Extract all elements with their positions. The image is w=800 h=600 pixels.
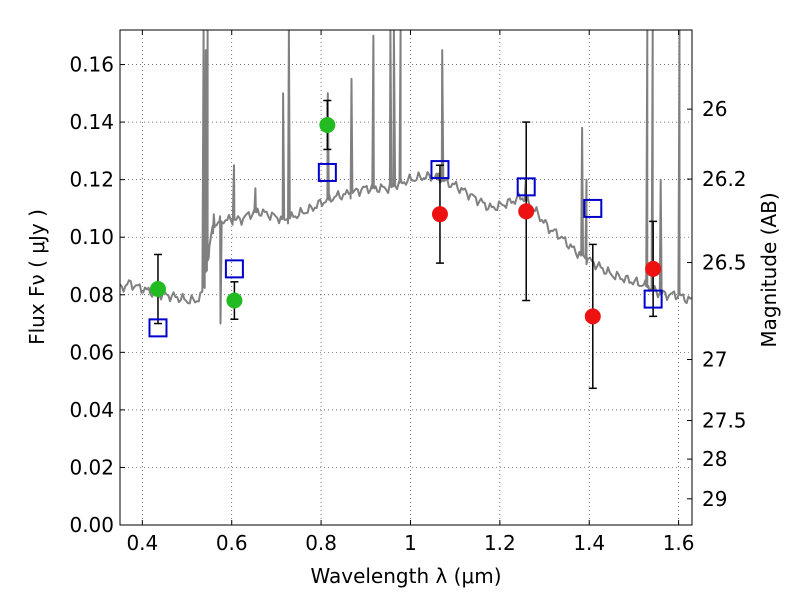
y-axis-label: Flux Fν ( μJy ) xyxy=(25,209,49,345)
x-tick-label: 1.4 xyxy=(573,531,605,555)
y-axis-ticks: 0.00 0.02 0.04 0.06 0.08 0.10 0.12 0.14 0.16 xyxy=(69,53,125,537)
plot-frame xyxy=(119,29,693,526)
model-square-point xyxy=(430,160,450,180)
y-tick-label: 0.00 xyxy=(69,513,114,537)
y-tick-label: 0.06 xyxy=(69,340,114,364)
data-markers xyxy=(148,99,663,390)
spectrum-layer xyxy=(120,30,692,325)
x-tick-label: 1 xyxy=(404,531,417,555)
right-axis-label: Magnitude (AB) xyxy=(757,192,781,347)
model-square-point xyxy=(583,198,603,218)
y-tick-label: 0.02 xyxy=(69,455,114,479)
spectrum-line xyxy=(120,30,692,325)
model-square-point xyxy=(516,177,536,197)
y-tick-label: 0.12 xyxy=(69,168,114,192)
x-tick-label: 0.4 xyxy=(126,531,158,555)
red-data-point xyxy=(584,308,601,325)
y-tick-label: 0.04 xyxy=(69,398,114,422)
red-data-point xyxy=(645,260,662,277)
right-tick-label: 26.2 xyxy=(702,167,747,191)
x-tick-label: 1.2 xyxy=(484,531,516,555)
model-square-point xyxy=(317,162,337,182)
x-tick-label: 0.6 xyxy=(216,531,248,555)
right-axis-ticks: 26 26.2 26.5 27 27.5 28 29 xyxy=(687,97,747,511)
green-data-point xyxy=(149,281,166,298)
right-tick-label: 27.5 xyxy=(702,409,747,433)
model-square-point xyxy=(148,318,168,338)
x-tick-label: 1.6 xyxy=(663,531,695,555)
green-data-point xyxy=(319,116,336,133)
plot-area xyxy=(120,30,692,525)
right-tick-label: 28 xyxy=(702,447,727,471)
green-data-point xyxy=(226,292,243,309)
y-tick-label: 0.08 xyxy=(69,283,114,307)
y-tick-label: 0.16 xyxy=(69,53,114,77)
y-tick-label: 0.14 xyxy=(69,110,114,134)
right-tick-label: 29 xyxy=(702,487,727,511)
x-axis-ticks: 0.4 0.6 0.8 1 1.2 1.4 1.6 xyxy=(126,30,695,555)
right-tick-label: 26.5 xyxy=(702,251,747,275)
x-tick-label: 0.8 xyxy=(305,531,337,555)
y-tick-label: 0.10 xyxy=(69,225,114,249)
x-axis-label: Wavelength λ (μm) xyxy=(310,564,501,588)
red-data-point xyxy=(518,203,535,220)
model-square-point xyxy=(643,289,663,309)
model-square-point xyxy=(224,259,244,279)
right-tick-label: 26 xyxy=(702,97,727,121)
right-tick-label: 27 xyxy=(702,348,727,372)
red-data-point xyxy=(431,206,448,223)
